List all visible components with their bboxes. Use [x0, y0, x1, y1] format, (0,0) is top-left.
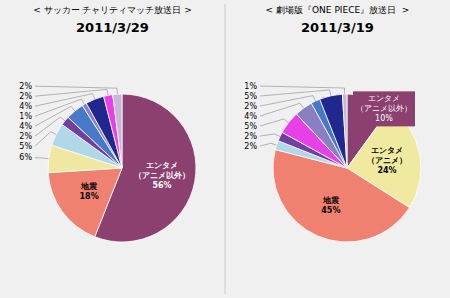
slice — [113, 94, 122, 168]
chart-title: 2011/3/19 — [301, 20, 374, 35]
leader-line — [260, 90, 331, 96]
category-label: エンタメ — [146, 161, 178, 170]
category-label: エンタメ — [368, 94, 400, 103]
subtitle: < サッカー チャリティマッチ放送日 > — [33, 5, 192, 15]
slice — [104, 95, 122, 168]
value-label: 56% — [152, 181, 171, 190]
value-label: 1% — [244, 82, 257, 91]
data-labels: エンタメ（アニメ以外）56%地震18%2%2%4%1%4%2%5%6% — [19, 82, 190, 202]
category-label: 地震 — [80, 182, 97, 191]
category-label: 地震 — [322, 196, 339, 205]
value-label: 2% — [244, 142, 257, 151]
chart-title: 2011/3/29 — [76, 20, 149, 35]
value-label: 2% — [244, 132, 257, 141]
slice-label: エンタメ（アニメ）24% — [367, 146, 407, 175]
divider — [225, 4, 226, 294]
value-label: 24% — [377, 166, 396, 175]
chart-canvas: < サッカー チャリティマッチ放送日 >2011/3/29エンタメ（アニメ以外）… — [0, 0, 450, 298]
leader-line — [260, 96, 315, 106]
value-label: 1% — [19, 112, 32, 121]
slice-label: 地震45% — [321, 196, 340, 215]
data-labels: エンタメ（アニメ以外）10%エンタメ（アニメ）24%地震45%1%5%2%4%5… — [244, 82, 415, 215]
slice — [320, 94, 347, 168]
slice-label: エンタメ（アニメ以外）56% — [134, 161, 190, 190]
value-label: 2% — [244, 102, 257, 111]
leader-line — [260, 86, 345, 94]
pie — [48, 94, 196, 242]
slice — [48, 168, 122, 237]
category-label: （アニメ以外） — [356, 104, 412, 113]
leader-line — [35, 106, 75, 126]
leader-line — [35, 117, 65, 136]
value-label: 2% — [19, 92, 32, 101]
leader-line — [260, 119, 289, 126]
leader-line — [35, 132, 56, 146]
slices — [48, 94, 196, 242]
slice — [342, 94, 347, 168]
value-label: 5% — [244, 122, 257, 131]
value-label: 5% — [244, 92, 257, 101]
value-label: 2% — [19, 132, 32, 141]
value-label: 4% — [19, 102, 32, 111]
slice-label: 地震18% — [79, 182, 98, 201]
category-label: （アニメ以外） — [134, 171, 190, 180]
leader-line — [260, 103, 304, 116]
label-box — [353, 91, 415, 126]
category-label: エンタメ — [371, 146, 403, 155]
slice-label: エンタメ（アニメ以外）10% — [356, 94, 412, 123]
value-label: 2% — [19, 82, 32, 91]
category-label: （アニメ） — [367, 156, 407, 165]
leader-line — [260, 143, 277, 146]
value-label: 45% — [321, 206, 340, 215]
value-label: 4% — [19, 122, 32, 131]
value-label: 5% — [19, 142, 32, 151]
value-label: 10% — [375, 114, 393, 123]
leader-line — [35, 99, 84, 116]
boxed-label: エンタメ（アニメ以外）10% — [353, 91, 415, 126]
leader-line — [260, 134, 280, 137]
leader-line — [35, 89, 108, 96]
value-label: 6% — [19, 153, 32, 162]
leader-line — [35, 86, 117, 94]
leader-line — [35, 158, 49, 159]
value-label: 4% — [244, 112, 257, 121]
subtitle: < 劇場版『ONE PIECE』放送日 > — [266, 5, 410, 15]
value-label: 18% — [79, 192, 98, 201]
leader-line — [35, 94, 95, 107]
